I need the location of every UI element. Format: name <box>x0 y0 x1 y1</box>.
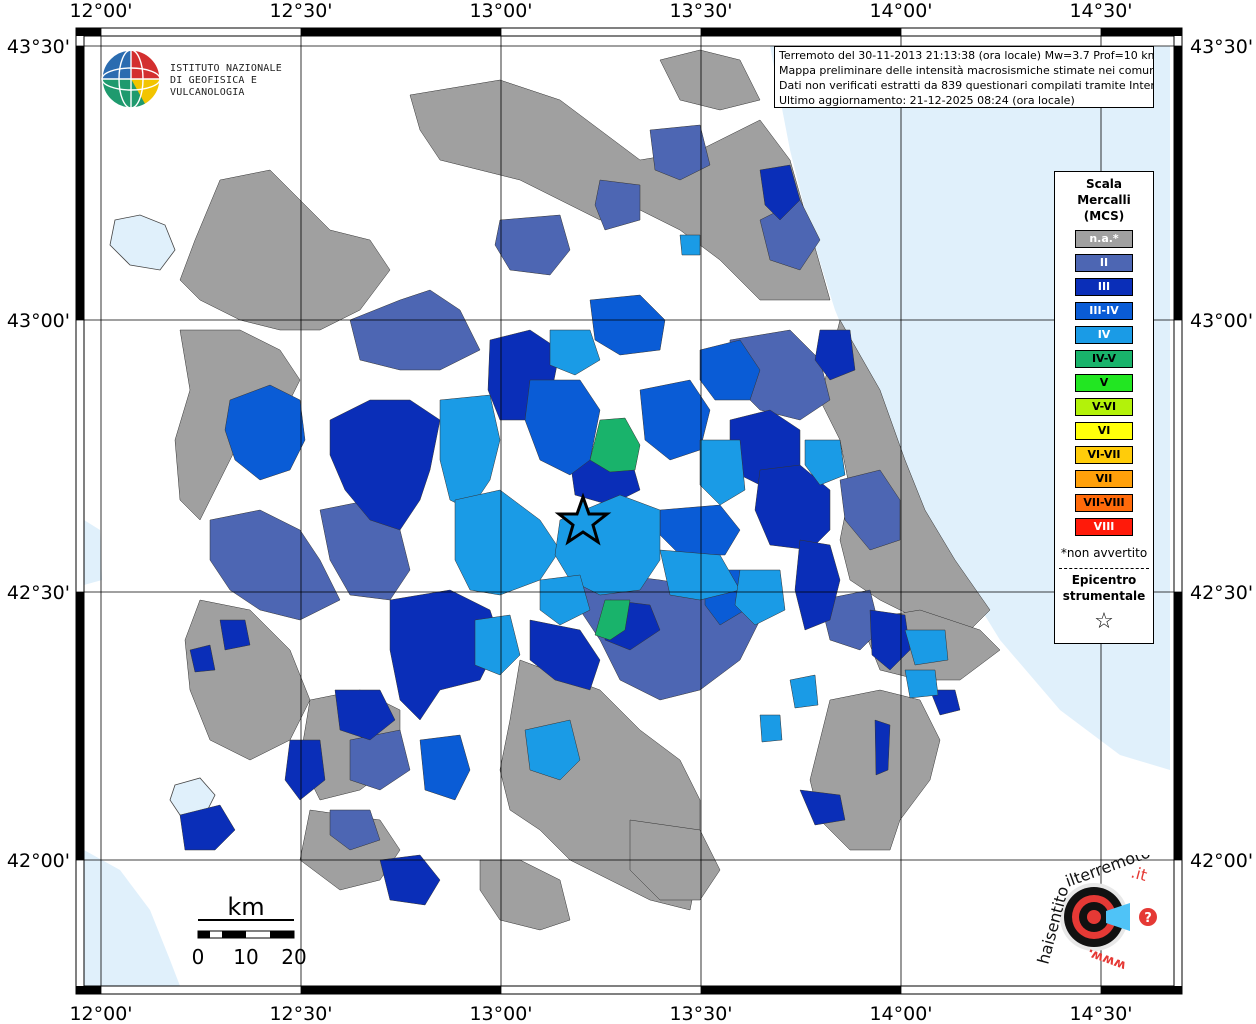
legend-item: III <box>1075 278 1133 296</box>
lat-tick-right: 43°30' <box>1190 36 1253 58</box>
scale-bar: km 0 10 20 <box>190 890 320 970</box>
legend-title-line: Scala <box>1085 177 1123 191</box>
scale-bar-graphic: km 0 10 20 <box>192 893 307 969</box>
tyrrhenian-sea <box>84 850 180 986</box>
event-info-line: Dati non verificati estratti da 839 ques… <box>779 79 1154 92</box>
legend-item: VI <box>1075 422 1133 440</box>
legend-item: II <box>1075 254 1133 272</box>
www-text: www. <box>1085 945 1128 973</box>
ingv-name-line2: DI GEOFISICA E VULCANOLOGIA <box>170 75 258 98</box>
lon-tick-top: 12°30' <box>269 0 332 22</box>
lat-tick-left: 43°30' <box>7 36 70 58</box>
ingv-name: ISTITUTO NAZIONALE DI GEOFISICA E VULCAN… <box>170 63 330 99</box>
legend-star-icon: ☆ <box>1094 609 1114 634</box>
scale-label: 0 <box>192 945 205 969</box>
mcs-legend: Scala Mercalli (MCS) n.a.* II III III-IV IV I… <box>1054 171 1154 644</box>
ingv-logo: ISTITUTO NAZIONALE DI GEOFISICA E VULCAN… <box>100 48 330 110</box>
legend-separator <box>1059 568 1149 569</box>
dot-it-text: .it <box>1129 863 1149 885</box>
lake-trasimeno <box>109 214 176 271</box>
scale-label: 20 <box>281 945 306 969</box>
epicenter-star <box>554 492 612 546</box>
lon-tick-bottom: 12°30' <box>269 1003 332 1024</box>
legend-epicenter-label: Epicentro strumentale <box>1055 572 1153 604</box>
municipality-regions <box>174 49 1001 931</box>
lat-tick-left: 43°00' <box>7 310 70 332</box>
event-info-box: Terremoto del 30-11-2013 21:13:38 (ora l… <box>774 46 1154 108</box>
event-info-line: Terremoto del 30-11-2013 21:13:38 (ora l… <box>779 49 1154 62</box>
lon-tick-bottom: 13°30' <box>669 1003 732 1024</box>
scale-unit: km <box>227 893 264 921</box>
question-icon: ? <box>1144 911 1152 926</box>
lon-tick-bottom: 14°30' <box>1069 1003 1132 1024</box>
lat-tick-left: 42°30' <box>7 582 70 604</box>
globe-icon <box>101 49 161 109</box>
lon-tick-top: 13°00' <box>469 0 532 22</box>
lon-tick-bottom: 13°00' <box>469 1003 532 1024</box>
legend-item: VII <box>1075 470 1133 488</box>
legend-item: VII-VIII <box>1075 494 1133 512</box>
legend-item: V <box>1075 374 1133 392</box>
event-info-line: Mappa preliminare delle intensità macros… <box>779 64 1154 77</box>
event-info-line: Ultimo aggiornamento: 21-12-2025 08:24 (… <box>779 94 1075 107</box>
legend-item: V-VI <box>1075 398 1133 416</box>
map-frame <box>75 27 1183 995</box>
legend-item: VIII <box>1075 518 1133 536</box>
haisentito-logo-graphic: ? haisentito ilterremoto .it www. <box>1034 843 1157 973</box>
lat-tick-left: 42°00' <box>7 850 70 872</box>
legend-epicenter-line: strumentale <box>1062 589 1146 603</box>
lon-tick-bottom: 14°00' <box>869 1003 932 1024</box>
lat-tick-right: 43°00' <box>1190 310 1253 332</box>
legend-title: Scala Mercalli (MCS) <box>1055 176 1153 224</box>
legend-item: III-IV <box>1075 302 1133 320</box>
scale-label: 10 <box>233 945 258 969</box>
legend-title-line: (MCS) <box>1083 209 1125 223</box>
lon-tick-top: 14°00' <box>869 0 932 22</box>
lon-tick-top: 12°00' <box>69 0 132 22</box>
lon-tick-top: 14°30' <box>1069 0 1132 22</box>
haisentito-logo: ? haisentito ilterremoto .it www. <box>1030 843 1170 980</box>
tick-labels: 12°00' 12°30' 13°00' 13°30' 14°00' 14°30… <box>7 0 1253 1024</box>
legend-item: n.a.* <box>1075 230 1133 248</box>
ingv-name-line1: ISTITUTO NAZIONALE <box>170 63 282 74</box>
lon-tick-top: 13°30' <box>669 0 732 22</box>
legend-title-line: Mercalli <box>1077 193 1131 207</box>
legend-item: IV-V <box>1075 350 1133 368</box>
tyrrhenian-coast-north <box>84 520 102 585</box>
legend-item: IV <box>1075 326 1133 344</box>
lon-tick-bottom: 12°00' <box>69 1003 132 1024</box>
legend-note: *non avvertito <box>1060 546 1148 560</box>
legend-epicenter-line: Epicentro <box>1071 573 1137 587</box>
lat-tick-right: 42°30' <box>1190 582 1253 604</box>
legend-item: VI-VII <box>1075 446 1133 464</box>
lat-tick-right: 42°00' <box>1190 850 1253 872</box>
